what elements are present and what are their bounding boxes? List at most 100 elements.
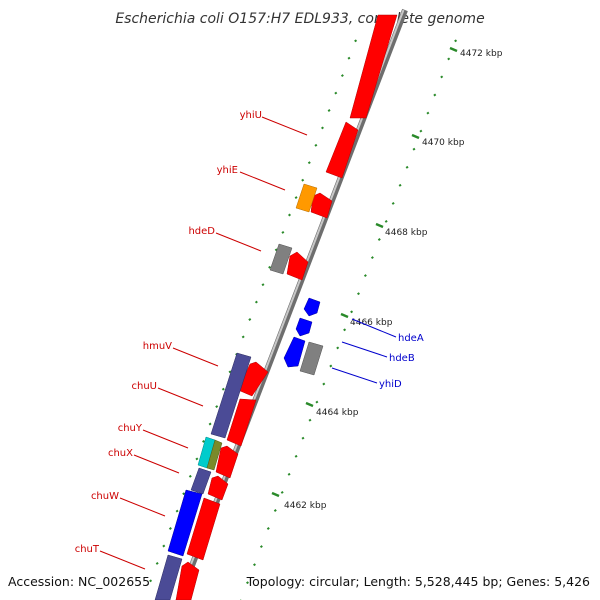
gene-arrow (207, 475, 229, 501)
topology-text: Topology: circular; Length: 5,528,445 bp… (246, 574, 590, 589)
ruler-dot (273, 509, 277, 512)
ruler-dot (253, 563, 256, 567)
gene-labels-right: hdeA hdeB yhiD (331, 318, 424, 390)
forward-genes (175, 14, 398, 600)
kbp-ticks: 4472 kbp 4470 kbp 4468 kbp 4466 kbp 4464… (271, 46, 503, 511)
ruler-dot (363, 274, 367, 278)
ruler-dots (149, 39, 458, 600)
gene-arrow (186, 497, 221, 561)
ruler-dot (261, 283, 265, 287)
ruler-dot (195, 457, 199, 461)
ruler-dot (188, 474, 192, 478)
gene-label-hmuV: hmuV (143, 341, 219, 367)
gene-block-orange (295, 183, 318, 213)
gene-block-grey (299, 341, 324, 376)
ruler-dot (149, 579, 153, 583)
tick-label: 4468 kbp (385, 228, 428, 238)
gene-label-hdeD: hdeD (188, 226, 262, 252)
gene-name: chuW (91, 491, 119, 502)
ruler-dot (266, 527, 270, 530)
gene-arrow-blue (295, 317, 313, 337)
ruler-dot (354, 39, 358, 43)
ruler-dot (287, 472, 291, 476)
ruler-dot (384, 219, 388, 223)
ruler-dot (377, 238, 381, 241)
gene-label-yhiU: yhiU (240, 110, 308, 136)
gene-name: chuY (118, 423, 143, 434)
ruler-dot (334, 91, 338, 95)
gene-arrow-blue (283, 336, 306, 368)
ruler-dot (426, 111, 430, 115)
reverse-genes (283, 297, 324, 376)
gene-block-heme (210, 352, 252, 439)
ruler-dot (347, 56, 351, 60)
gene-label-hdeA: hdeA (351, 318, 424, 344)
tick-4468: 4468 kbp (375, 222, 428, 238)
gene-name: hmuV (143, 341, 172, 352)
ruler-dot (208, 422, 212, 426)
gene-label-chuY: chuY (118, 423, 189, 449)
ruler-dot (246, 581, 249, 585)
gene-label-chuT: chuT (75, 544, 146, 570)
ruler-dot (268, 265, 272, 269)
gene-label-chuW: chuW (91, 491, 166, 517)
tick-4464: 4464 kbp (305, 401, 359, 418)
ruler-dot (412, 147, 416, 151)
gene-label-chuU: chuU (132, 381, 204, 407)
gene-block-heme (154, 554, 183, 600)
ruler-dot (370, 256, 374, 260)
ruler-dot (168, 527, 172, 530)
gene-name: hdeD (188, 226, 215, 237)
tick-label: 4472 kbp (460, 49, 503, 59)
tick-4462: 4462 kbp (271, 491, 327, 511)
ruler-dot (288, 213, 291, 217)
ruler-dot (398, 183, 402, 187)
ruler-dot (301, 436, 305, 440)
ruler-dot (391, 201, 395, 205)
gene-label-yhiD: yhiD (331, 367, 402, 390)
ruler-dot (454, 39, 458, 43)
gene-label-chuX: chuX (108, 448, 180, 474)
tick-4466: 4466 kbp (340, 312, 393, 328)
gene-arrow-blue (303, 297, 321, 317)
ruler-dot (440, 75, 444, 79)
tick-4470: 4470 kbp (411, 133, 465, 148)
ruler-dot (202, 439, 205, 443)
ruler-dot (162, 544, 166, 548)
ruler-dot (294, 196, 298, 200)
tick-4472: 4472 kbp (449, 46, 503, 59)
tick-label: 4466 kbp (350, 318, 393, 328)
gene-label-yhiE: yhiE (217, 165, 286, 191)
gene-name: chuU (132, 381, 158, 392)
ruler-dot (447, 57, 451, 61)
gene-name: yhiE (217, 165, 238, 176)
gene-name: chuT (75, 544, 100, 555)
gene-block-blue (167, 489, 203, 557)
ruler-dot (228, 370, 232, 374)
gene-name: hdeA (398, 333, 424, 344)
gene-label-hdeB: hdeB (341, 341, 415, 364)
ruler-dot (307, 161, 311, 165)
gene-arrow (325, 121, 359, 179)
ruler-dot (329, 364, 333, 368)
ruler-dot (327, 109, 331, 112)
ruler-dot (343, 328, 347, 332)
gene-arrow (286, 251, 309, 281)
ruler-dot (419, 129, 423, 133)
ruler-dot (433, 93, 437, 97)
gene-arrow (175, 561, 200, 600)
ruler-dot (175, 509, 179, 513)
ruler-dot (315, 400, 319, 404)
gene-name: chuX (108, 448, 133, 459)
ruler-dot (241, 335, 245, 339)
gene-arrow (226, 398, 257, 447)
tick-label: 4470 kbp (422, 138, 465, 148)
gene-arrow (237, 361, 269, 397)
accession-text: Accession: NC_002655 (8, 574, 150, 589)
ruler-dot (294, 454, 298, 458)
ruler-dot (357, 292, 360, 296)
ruler-dot (215, 405, 219, 409)
ruler-dot (248, 318, 252, 321)
ruler-dot (336, 346, 340, 350)
